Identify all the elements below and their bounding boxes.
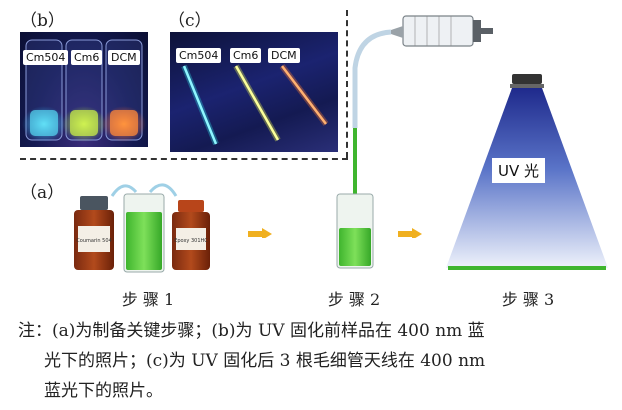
step1-beaker	[123, 193, 165, 273]
dashed-separator-horizontal	[20, 158, 348, 160]
capillary-tube	[352, 29, 392, 128]
epoxy-bottle-label: Epoxy 301HC	[174, 238, 208, 244]
caption-line-3: 蓝光下的照片。	[44, 381, 163, 401]
vial-label-1: Cm504	[23, 50, 69, 65]
capillary-3	[279, 64, 329, 126]
dashed-separator-vertical	[346, 10, 348, 158]
vial-2	[62, 39, 106, 142]
panel-a-label: （a）	[20, 183, 65, 203]
step1-illustration: Coumarin 504 Epoxy 301HC	[74, 183, 210, 273]
uv-lamp	[510, 74, 544, 88]
capillary-label-3: DCM	[268, 48, 300, 63]
caption-line-1: 注：(a)为制备关键步骤；(b)为 UV 固化前样品在 400 nm 蓝	[18, 321, 485, 341]
panel-c-label: （c）	[168, 11, 212, 31]
figure-caption: 注：(a)为制备关键步骤；(b)为 UV 固化前样品在 400 nm 蓝 光下的…	[18, 316, 618, 406]
vials-illustration	[22, 39, 146, 142]
step2-label: 步 骤 2	[327, 290, 381, 309]
vial-label-2: Cm6	[71, 50, 103, 65]
vial-label-3: DCM	[108, 50, 140, 65]
syringe	[391, 15, 493, 47]
photo-c-capillaries: Cm504 Cm6 DCM	[170, 32, 338, 152]
pour-arrow-left	[110, 184, 138, 197]
capillary-1	[181, 64, 219, 146]
step1-label: 步 骤 1	[121, 290, 175, 309]
panel-b-label: （b）	[20, 11, 65, 31]
vial-1	[22, 39, 66, 142]
vial-3	[102, 39, 146, 142]
cured-antenna	[448, 266, 606, 270]
capillaries-illustration	[181, 64, 329, 146]
capillary-label-1: Cm504	[176, 48, 222, 63]
step-arrow-2	[398, 228, 422, 238]
step-arrow-1	[248, 228, 272, 238]
coumarin-bottle-label: Coumarin 504	[76, 238, 111, 244]
step2-illustration	[336, 15, 493, 269]
caption-line-2: 光下的照片；(c)为 UV 固化后 3 根毛细管天线在 400 nm	[44, 351, 486, 371]
coumarin-bottle: Coumarin 504	[74, 196, 114, 270]
step2-beaker	[336, 193, 374, 269]
uv-light-label: UV 光	[492, 158, 546, 183]
pour-arrow-right	[148, 183, 178, 197]
capillary-label-2: Cm6	[230, 48, 262, 63]
capillary-2	[233, 64, 281, 142]
step3-label: 步 骤 3	[501, 290, 555, 309]
epoxy-bottle: Epoxy 301HC	[172, 200, 210, 270]
photo-b-vials: Cm504 Cm6 DCM	[20, 32, 148, 147]
